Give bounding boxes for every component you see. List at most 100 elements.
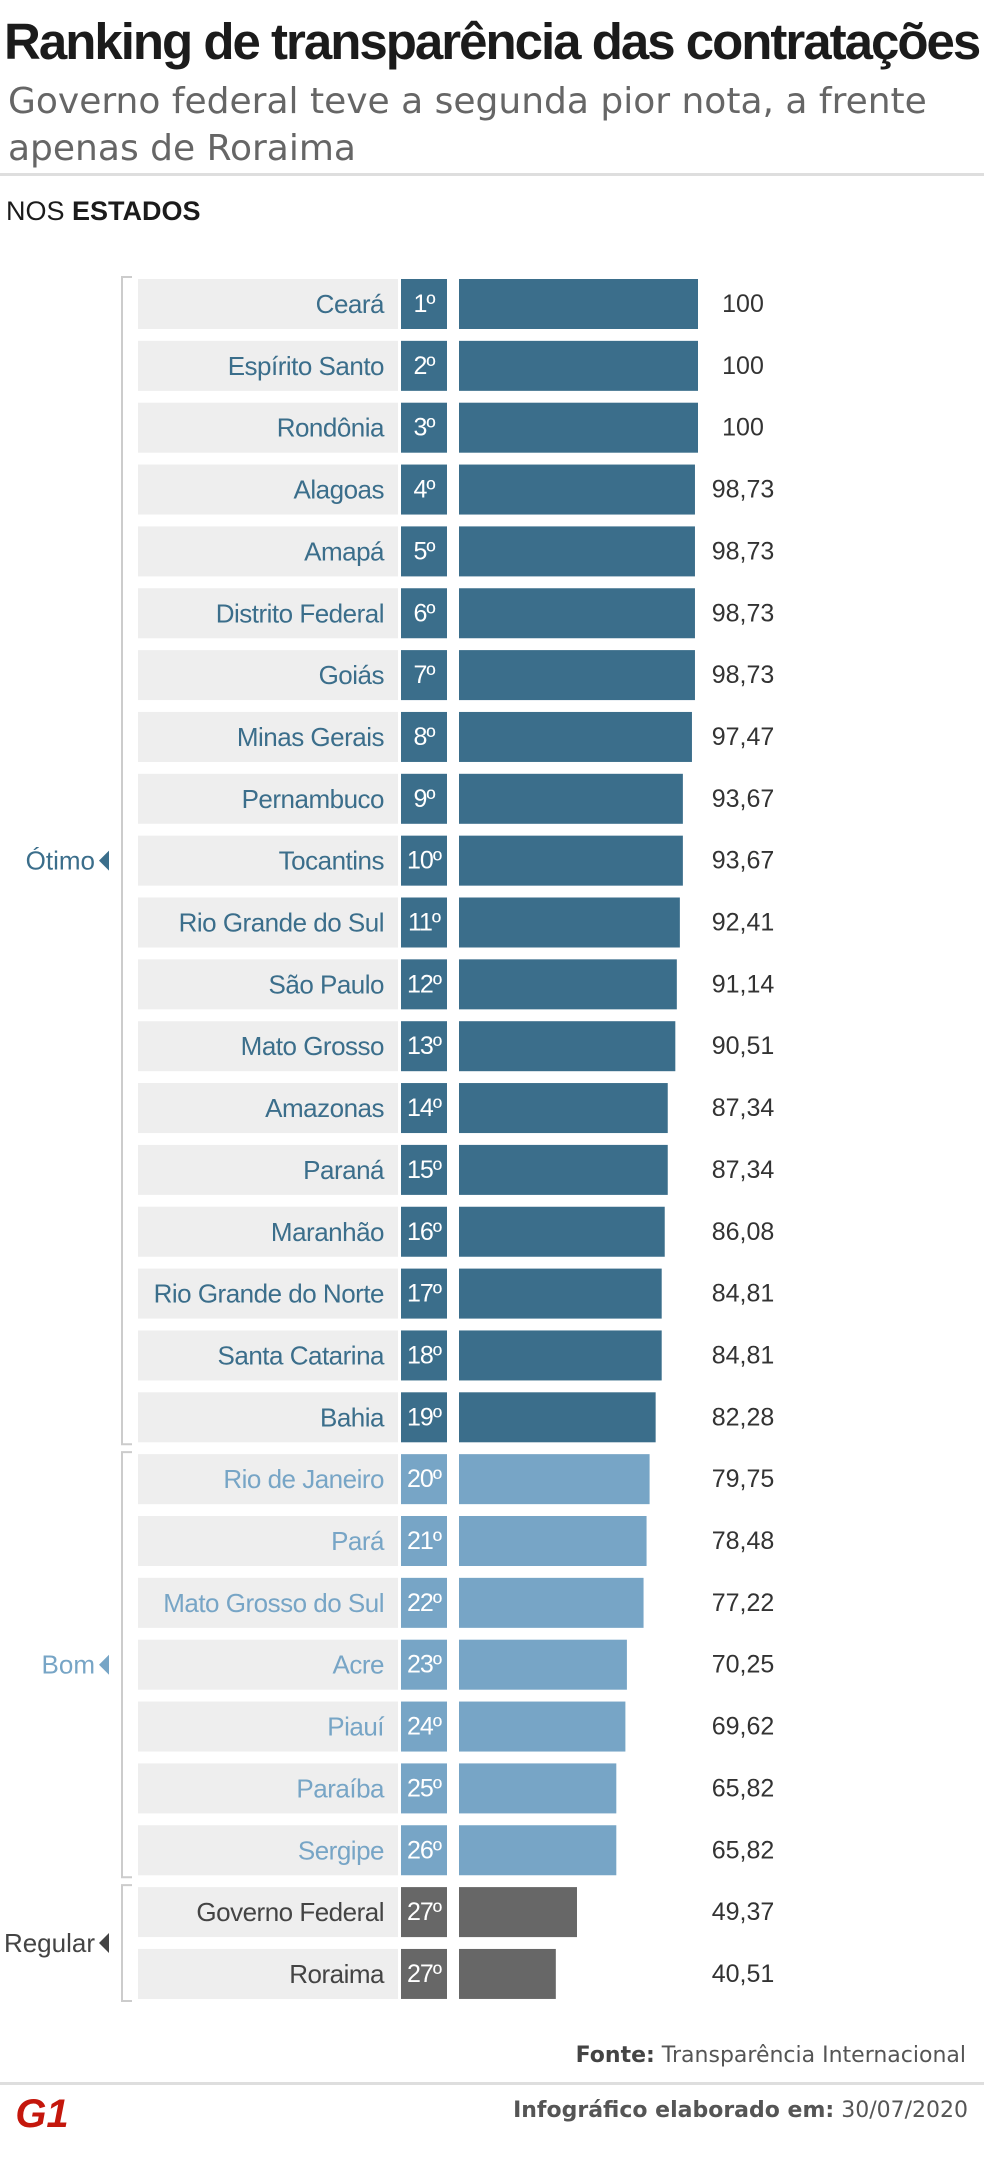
state-label: Distrito Federal xyxy=(216,598,384,628)
section-label: NOS ESTADOS xyxy=(6,196,201,227)
section-bold: ESTADOS xyxy=(72,196,201,226)
state-label: Rio Grande do Sul xyxy=(179,908,384,938)
rank-label: 20º xyxy=(407,1465,442,1493)
group-bracket xyxy=(121,1884,132,2002)
state-label-bg xyxy=(138,1268,398,1319)
rank-box xyxy=(401,1021,447,1072)
rank-box xyxy=(401,1577,447,1628)
source-value: Transparência Internacional xyxy=(654,2043,966,2068)
group-bracket xyxy=(121,276,132,1446)
rank-label: 10º xyxy=(407,847,442,875)
rank-label: 19º xyxy=(407,1403,442,1431)
score-bar xyxy=(459,1763,617,1814)
rank-box xyxy=(401,711,447,762)
g1-logo-text: G1 xyxy=(15,2092,68,2135)
rank-label: 27º xyxy=(407,1960,442,1988)
score-value: 86,08 xyxy=(712,1218,775,1246)
score-value: 100 xyxy=(722,352,764,380)
score-bar xyxy=(459,1948,556,1999)
score-value: 93,67 xyxy=(712,785,775,813)
score-value: 40,51 xyxy=(712,1960,775,1988)
state-label-bg xyxy=(138,1577,398,1628)
rank-label: 27º xyxy=(407,1898,442,1926)
group-label: Ótimo xyxy=(26,846,95,876)
score-value: 90,51 xyxy=(712,1032,775,1060)
state-label-bg xyxy=(138,711,398,762)
rank-label: 7º xyxy=(413,661,435,689)
score-value: 87,34 xyxy=(712,1094,775,1122)
score-bar xyxy=(459,1454,650,1505)
state-label: Espírito Santo xyxy=(228,351,384,381)
rank-label: 24º xyxy=(407,1713,442,1741)
score-bar xyxy=(459,1825,617,1876)
state-label-bg xyxy=(138,402,398,453)
score-value: 65,82 xyxy=(712,1836,775,1864)
rank-box xyxy=(401,1083,447,1134)
score-bar xyxy=(459,1144,668,1195)
rank-label: 17º xyxy=(407,1280,442,1308)
rank-box xyxy=(401,526,447,577)
score-value: 70,25 xyxy=(712,1651,775,1679)
state-label-bg xyxy=(138,1948,398,1999)
rank-box xyxy=(401,1144,447,1195)
rank-box xyxy=(401,959,447,1010)
rank-box xyxy=(401,1825,447,1876)
rank-label: 3º xyxy=(413,414,435,442)
rank-box xyxy=(401,1330,447,1381)
rank-box xyxy=(401,1392,447,1443)
state-label: Amazonas xyxy=(265,1093,384,1123)
rank-box xyxy=(401,588,447,639)
score-value: 97,47 xyxy=(712,723,775,751)
group-arrow xyxy=(99,1654,109,1675)
group-label: Bom xyxy=(42,1650,95,1680)
rank-label: 8º xyxy=(413,723,435,751)
rank-label: 25º xyxy=(407,1774,442,1802)
score-value: 92,41 xyxy=(712,909,775,937)
score-value: 78,48 xyxy=(712,1527,775,1555)
score-bar xyxy=(459,1516,647,1566)
rank-box xyxy=(401,1701,447,1752)
state-label: Amapá xyxy=(304,536,385,566)
state-label-bg xyxy=(138,1083,398,1134)
score-bar xyxy=(459,279,698,329)
score-value: 98,73 xyxy=(712,661,775,689)
state-label: Pernambuco xyxy=(242,784,384,814)
state-label-bg xyxy=(138,650,398,701)
group-arrow xyxy=(99,850,109,871)
state-label-bg xyxy=(138,897,398,948)
score-bar xyxy=(459,897,680,948)
score-bar xyxy=(459,1268,662,1319)
score-value: 100 xyxy=(722,290,764,318)
state-label: Tocantins xyxy=(279,846,385,876)
state-label: Alagoas xyxy=(294,475,385,505)
score-bar xyxy=(459,1083,668,1134)
state-label: Santa Catarina xyxy=(218,1340,385,1370)
header-divider xyxy=(0,173,984,176)
rank-label: 11º xyxy=(408,909,441,937)
rank-box xyxy=(401,1887,447,1938)
g1-logo: G1 xyxy=(10,2092,74,2135)
score-value: 91,14 xyxy=(712,970,775,998)
rank-box xyxy=(401,1516,447,1566)
score-bar xyxy=(459,1206,665,1257)
rank-label: 5º xyxy=(413,537,435,565)
rank-box xyxy=(401,835,447,886)
score-value: 77,22 xyxy=(712,1589,775,1617)
group-label: Regular xyxy=(4,1928,95,1958)
rank-box xyxy=(401,1454,447,1505)
score-value: 84,81 xyxy=(712,1341,775,1369)
score-value: 100 xyxy=(722,414,764,442)
ranking-chart: Ceará 1º 100 Espírito Santo 2º 100 Rondônia 3º 1… xyxy=(4,276,775,2002)
state-label-bg xyxy=(138,1887,398,1938)
score-value: 49,37 xyxy=(712,1898,775,1926)
state-label: Paraíba xyxy=(296,1773,385,1803)
score-value: 82,28 xyxy=(712,1403,775,1431)
score-value: 98,73 xyxy=(712,537,775,565)
rank-label: 2º xyxy=(413,352,435,380)
rank-box xyxy=(401,650,447,701)
score-bar xyxy=(459,1392,656,1443)
state-label: Goiás xyxy=(319,660,385,690)
score-value: 65,82 xyxy=(712,1774,775,1802)
section-prefix: NOS xyxy=(6,196,73,226)
rank-box xyxy=(401,340,447,391)
